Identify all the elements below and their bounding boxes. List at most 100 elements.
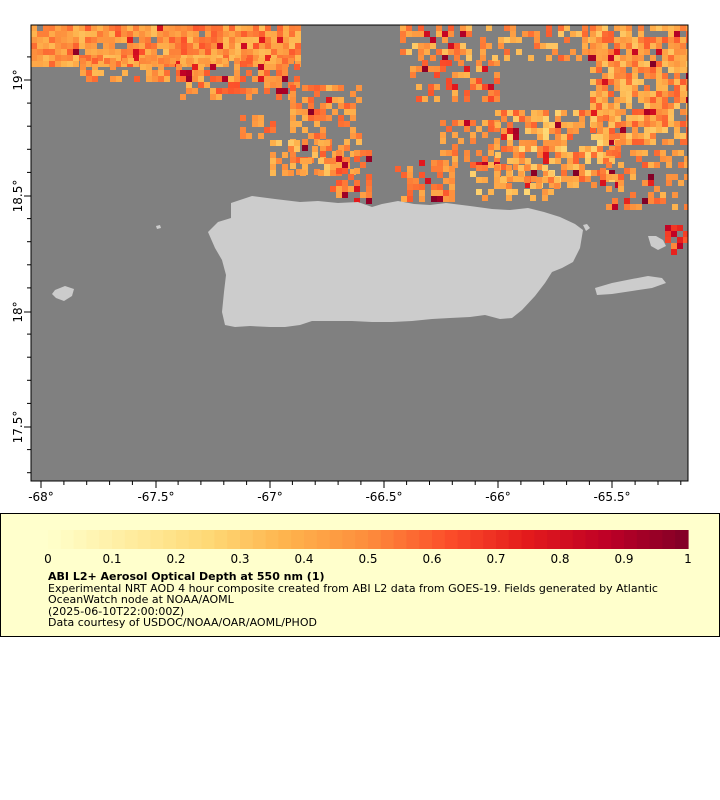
aod-pixel [582,31,588,37]
aod-pixel [67,37,73,43]
aod-pixel [235,25,241,31]
aod-pixel [234,58,240,64]
aod-pixel [282,76,288,82]
aod-pixel [573,164,579,170]
aod-pixel [602,49,608,55]
aod-pixel [660,150,666,156]
aod-pixel [678,150,684,156]
aod-pixel [181,43,187,49]
aod-pixel [205,25,211,31]
aod-pixel [324,158,330,164]
aod-pixel [277,37,283,43]
colorbar-tick-label: 1 [684,552,692,566]
aod-pixel [210,88,216,94]
aod-pixel [127,37,133,43]
aod-pixel [543,140,549,146]
aod-pixel [537,164,543,170]
aod-pixel [609,146,615,152]
aod-pixel [211,49,217,55]
aod-pixel [677,225,683,231]
aod-pixel [252,121,258,127]
aod-pixel [169,49,175,55]
aod-pixel [590,103,596,109]
aod-pixel [500,177,506,183]
aod-pixel [504,25,510,31]
aod-pixel [295,49,301,55]
colorbar-step [316,530,331,549]
aod-pixel [79,25,85,31]
aod-pixel [80,70,86,76]
aod-pixel [609,110,615,116]
aod-pixel [650,97,656,103]
aod-pixel [43,43,49,49]
aod-pixel [246,70,252,76]
aod-pixel [686,103,688,109]
aod-pixel [602,97,608,103]
aod-pixel [668,37,674,43]
aod-pixel [674,37,680,43]
aod-pixel [360,162,366,168]
aod-pixel [476,177,482,183]
aod-pixel [680,91,686,97]
aod-pixel [290,85,296,91]
aod-pixel [265,31,271,37]
aod-pixel [567,176,573,182]
aod-pixel [656,43,662,49]
aod-pixel [348,186,354,192]
aod-pixel [449,166,455,172]
aod-pixel [234,70,240,76]
aod-pixel [229,43,235,49]
aod-pixel [342,192,348,198]
aod-pixel [446,126,452,132]
aod-pixel [437,184,443,190]
aod-pixel [579,170,585,176]
aod-pixel [608,91,614,97]
aod-pixel [324,140,330,146]
aod-pixel [448,25,454,31]
aod-pixel [336,180,342,186]
aod-pixel [656,91,662,97]
aod-pixel [620,25,626,31]
aod-pixel [674,85,680,91]
aod-pixel [98,70,104,76]
aod-pixel [644,109,650,115]
aod-pixel [61,61,67,67]
aod-pixel [674,127,680,133]
aod-pixel [366,186,372,192]
aod-pixel [350,103,356,109]
aod-pixel [644,133,650,139]
aod-pixel [241,37,247,43]
aod-pixel [549,182,555,188]
aod-pixel [576,31,582,37]
aod-pixel [73,37,79,43]
aod-pixel [498,37,504,43]
aod-pixel [419,190,425,196]
aod-pixel [608,37,614,43]
aod-pixel [678,162,684,168]
aod-pixel [440,132,446,138]
legend-text: ABI L2+ Aerosol Optical Depth at 550 nm … [48,571,708,629]
aod-pixel [648,192,654,198]
aod-pixel [596,25,602,31]
colorbar-step [585,530,599,549]
aod-pixel [146,70,152,76]
aod-pixel [308,133,314,139]
aod-pixel [626,49,632,55]
aod-pixel [516,49,522,55]
aod-pixel [656,97,662,103]
aod-pixel [531,164,537,170]
aod-pixel [109,25,115,31]
aod-pixel [422,66,428,72]
aod-pixel [67,31,73,37]
aod-pixel [590,31,596,37]
aod-pixel [401,196,407,202]
aod-pixel [265,25,271,31]
aod-pixel [211,43,217,49]
aod-pixel [241,49,247,55]
aod-pixel [596,55,602,61]
aod-pixel [434,84,440,90]
aod-pixel [650,109,656,115]
aod-pixel [109,31,115,37]
aod-pixel [498,43,504,49]
aod-pixel [97,61,103,67]
